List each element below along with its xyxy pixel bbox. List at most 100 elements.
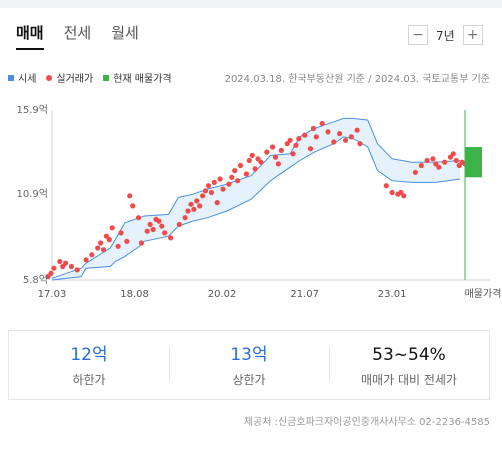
transaction-point (418, 162, 424, 169)
transaction-point (354, 127, 360, 133)
tab-monthly-rent[interactable]: 월세 (111, 24, 139, 42)
jeonse-ratio-value: 53~54% (372, 344, 446, 365)
legend-item-listing-price: 현재 매물가격 (103, 70, 172, 85)
period-increase-button[interactable]: + (462, 25, 483, 45)
legend-label: 시세 (18, 74, 37, 85)
listing-price-bar (465, 147, 482, 178)
transaction-point (208, 189, 214, 196)
transaction-point (450, 151, 456, 157)
x-tick-label: 23.01 (378, 289, 407, 300)
lower-price-value: 12억 (70, 344, 108, 365)
transaction-point (287, 137, 293, 143)
transaction-point (319, 120, 325, 127)
transaction-point (83, 257, 89, 263)
transaction-point (237, 162, 244, 169)
market-price-upper-line (51, 117, 461, 279)
transaction-point (436, 164, 442, 170)
data-provider: 제공처 :신금호파크자이공인중개사사무소 02-2236-4585 (243, 417, 490, 428)
transaction-point (270, 144, 276, 150)
transaction-point (264, 149, 270, 155)
transaction-point (272, 154, 279, 160)
legend-label: 현재 매물가격 (113, 74, 172, 85)
x-tick-label: 21.07 (290, 289, 319, 300)
transaction-point (453, 157, 459, 164)
jeonse-ratio-label: 매매가 대비 전세가 (361, 372, 457, 387)
transaction-point (433, 161, 439, 167)
transaction-point (100, 247, 107, 253)
transaction-point (144, 228, 150, 234)
transaction-point (290, 151, 296, 157)
transaction-point (389, 189, 395, 196)
transaction-point (284, 141, 290, 147)
transaction-point (217, 176, 223, 182)
y-tick-label: 5.8억 (23, 274, 48, 286)
transaction-point (401, 193, 407, 199)
transaction-point (255, 156, 261, 162)
transaction-point (57, 258, 63, 265)
transaction-point (246, 157, 252, 164)
transaction-point (124, 238, 130, 244)
transaction-point (118, 230, 124, 236)
transaction-point (412, 169, 418, 175)
transaction-point (156, 218, 162, 224)
transaction-point (243, 171, 249, 177)
transaction-point (430, 156, 436, 162)
deal-type-tabs: 매매 전세 월세 (16, 22, 139, 52)
listing-price-swatch-icon (103, 74, 110, 81)
transaction-point (182, 215, 188, 221)
transaction-point (106, 237, 112, 243)
top-divider (0, 0, 502, 8)
transaction-point (168, 235, 174, 241)
legend-item-actual-transaction: 실거래가 (46, 70, 93, 85)
summary-jeonse-ratio: 53~54% 매매가 대비 전세가 (329, 343, 489, 388)
transaction-point (275, 161, 281, 167)
transaction-point (383, 183, 389, 189)
transaction-point (220, 186, 226, 192)
transaction-point (235, 178, 241, 184)
transaction-point (211, 179, 217, 185)
chart-legend: 시세 실거래가 현재 매물가격 (8, 70, 172, 85)
transaction-point (424, 157, 430, 164)
x-tick-label: 17.03 (38, 289, 67, 300)
transaction-point (51, 265, 57, 271)
transaction-point (331, 139, 337, 145)
transaction-point (202, 188, 209, 194)
transaction-point (98, 240, 104, 246)
transaction-point (194, 198, 200, 204)
x-tick-label: 20.02 (208, 289, 237, 300)
transaction-point (205, 183, 212, 189)
tab-jeonse[interactable]: 전세 (63, 24, 92, 42)
transaction-point (115, 243, 121, 249)
transaction-point (214, 200, 220, 206)
y-tick-label: 10.9억 (17, 188, 48, 200)
transaction-point (348, 134, 354, 140)
lower-price-label: 하한가 (72, 372, 106, 387)
transaction-point (135, 215, 142, 221)
transaction-point (176, 221, 182, 228)
price-chart: 15.9억 10.9억 5.8억 17.03 18.08 20.02 21.07 23.01 매… (17, 104, 502, 300)
price-summary: 12억 하한가 13억 상한가 53~54% 매매가 대비 전세가 (8, 330, 490, 400)
period-decrease-button[interactable]: − (408, 25, 428, 45)
transaction-point (130, 203, 136, 209)
legend-item-market-price: 시세 (8, 70, 36, 85)
source-note: 2024.03.18. 한국부동산원 기준 / 2024.03. 국토교통부 기… (224, 74, 490, 85)
transaction-point (229, 174, 235, 180)
transaction-point (307, 146, 314, 152)
transaction-point (89, 252, 95, 258)
transaction-point (252, 166, 258, 172)
transaction-point (191, 206, 197, 212)
transaction-point (197, 203, 203, 209)
transaction-point (258, 159, 264, 165)
transaction-point (249, 152, 255, 158)
market-price-swatch-icon (8, 74, 14, 81)
transaction-point (109, 225, 115, 231)
transaction-point (342, 137, 349, 143)
transaction-point (68, 263, 74, 270)
transaction-point (337, 131, 343, 137)
transaction-point (232, 168, 238, 174)
transaction-point (313, 134, 319, 140)
upper-price-value: 13억 (230, 344, 268, 365)
transaction-point (185, 208, 191, 214)
transaction-point (357, 141, 363, 147)
tab-sale[interactable]: 매매 (16, 22, 44, 50)
